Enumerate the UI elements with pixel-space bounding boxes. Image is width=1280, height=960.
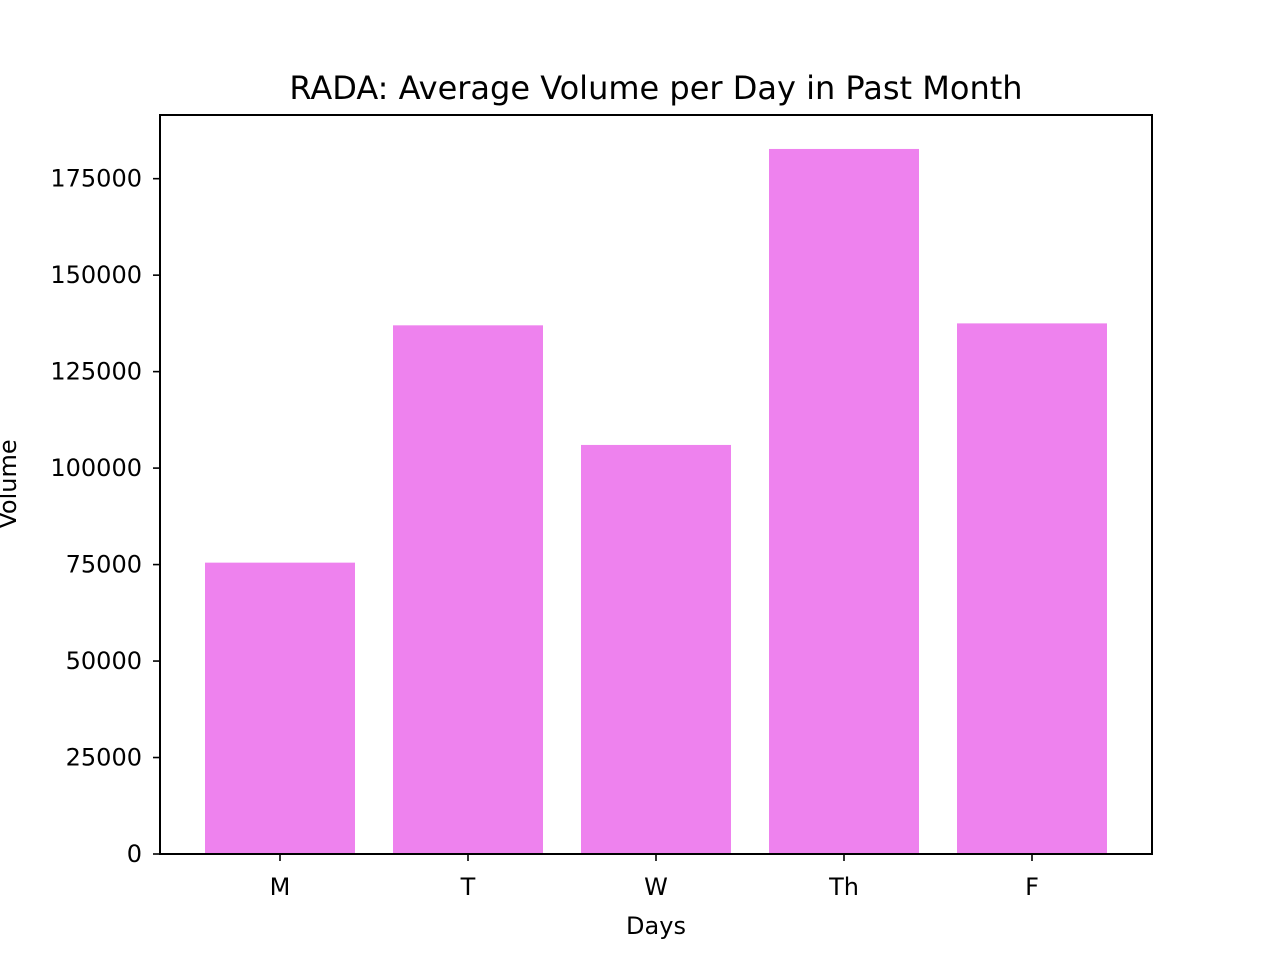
bar-w [581,444,731,854]
y-tick-label: 75000 [66,551,142,579]
x-tick-label: T [460,873,476,901]
x-axis-label: Days [626,912,686,940]
y-tick-label: 100000 [50,454,142,482]
chart-title: RADA: Average Volume per Day in Past Mon… [289,69,1022,107]
x-tick-label: F [1025,873,1039,901]
y-tick-label: 125000 [50,358,142,386]
x-ticks-group: M T W Th F [270,854,1039,901]
bar-m [205,562,355,854]
y-tick-label: 175000 [50,165,142,193]
bars-group [205,148,1107,854]
bar-t [393,325,543,854]
y-tick-label: 50000 [66,647,142,675]
y-tick-label: 0 [127,840,142,868]
x-tick-label: Th [828,873,859,901]
bar-f [957,323,1107,854]
y-ticks-group: 0 25000 50000 75000 100000 125000 150000 175000 [50,165,160,868]
y-tick-label: 150000 [50,261,142,289]
y-axis-label: Volume [0,439,22,528]
bar-th [769,148,919,854]
y-tick-label: 25000 [66,744,142,772]
plot-frame [159,114,1153,855]
x-tick-label: W [644,873,668,901]
x-tick-label: M [270,873,291,901]
